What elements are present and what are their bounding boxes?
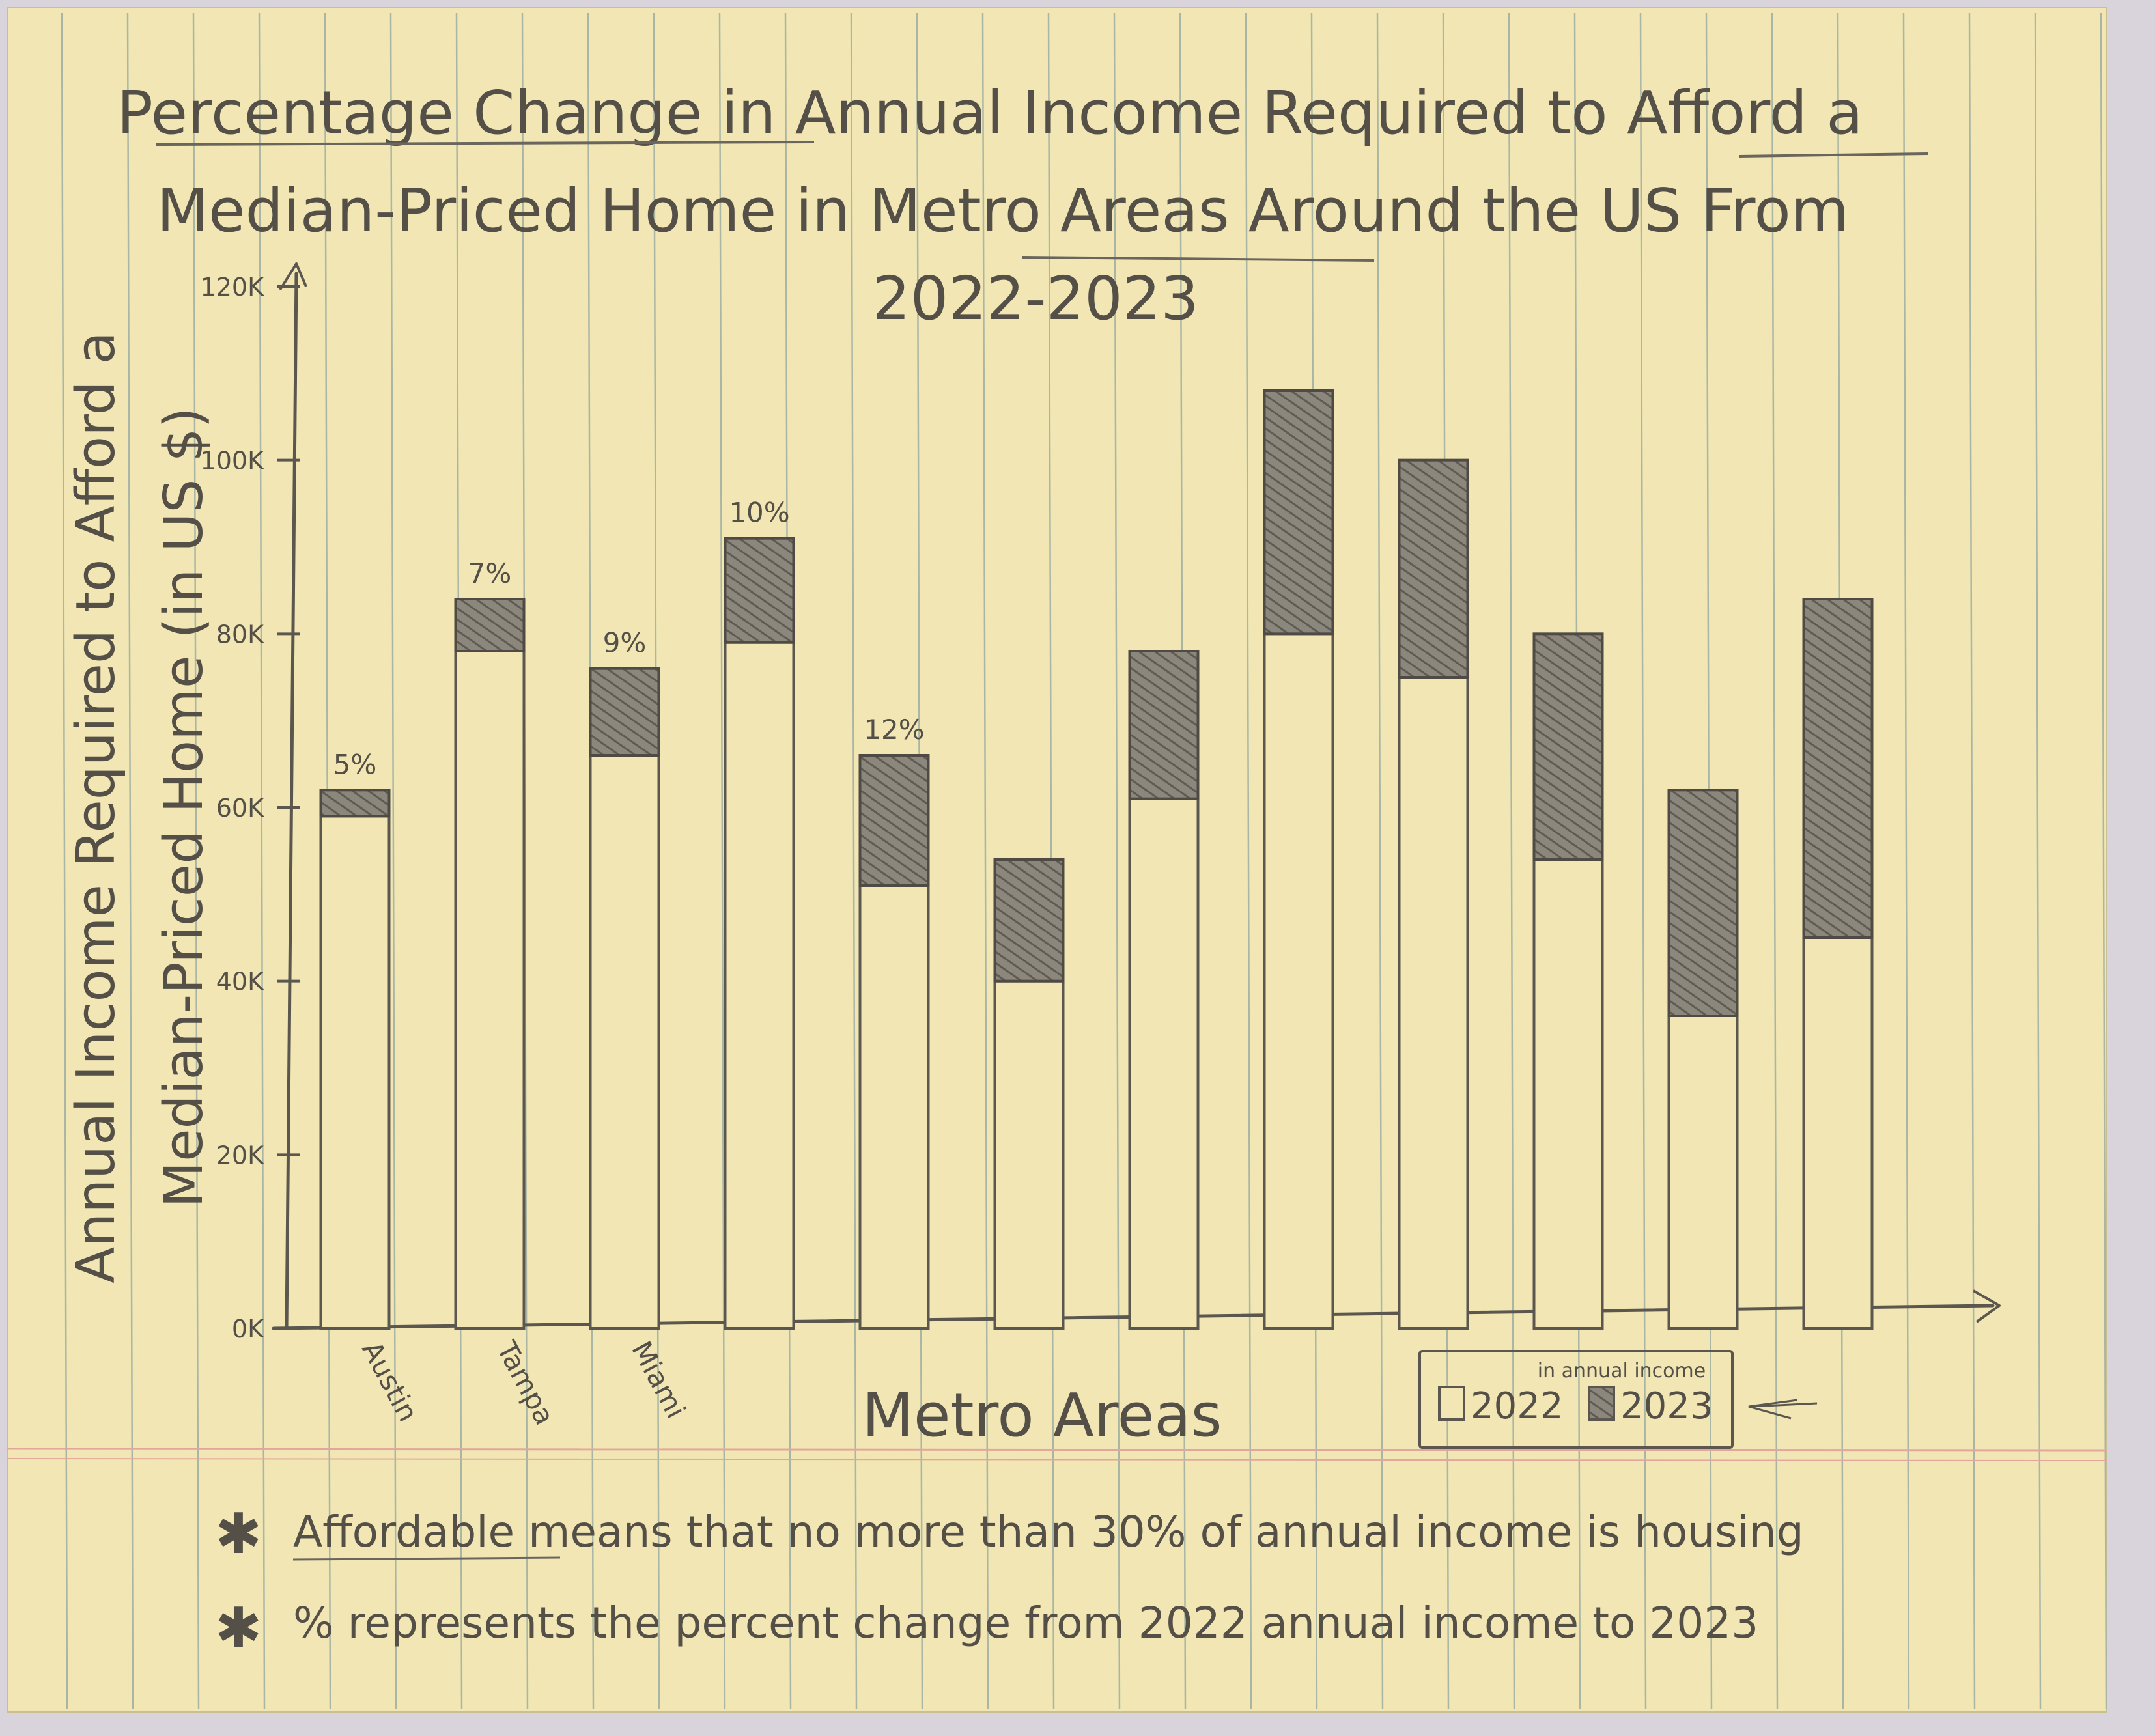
bar-2023-increase bbox=[1128, 650, 1200, 800]
category-labels: Austin Tampa Miami bbox=[356, 1336, 692, 1431]
legend-swatch-2023 bbox=[1588, 1386, 1615, 1421]
x-axis-title: Metro Areas bbox=[862, 1380, 1222, 1450]
vertical-rule-line bbox=[1376, 12, 1384, 1710]
bar-2022 bbox=[993, 979, 1065, 1330]
bar-2023-increase bbox=[1398, 458, 1469, 679]
margin-line bbox=[6, 1448, 2107, 1452]
margin-line bbox=[6, 1458, 2107, 1461]
footnote-star-icon: ✱ bbox=[215, 1596, 262, 1661]
y-tick-label: 60K bbox=[216, 794, 264, 822]
bar-2023-increase bbox=[993, 858, 1065, 983]
y-axis-arrow-icon bbox=[279, 262, 307, 291]
percent-change-label: 9% bbox=[603, 627, 647, 659]
footnote-star-icon: ✱ bbox=[215, 1502, 262, 1567]
bar-2022 bbox=[858, 884, 930, 1330]
percent-change-label: 12% bbox=[864, 714, 924, 746]
legend-label-2022: 2022 bbox=[1471, 1385, 1564, 1427]
x-axis-arrow-icon bbox=[1973, 1289, 2001, 1323]
vertical-rule-line bbox=[1508, 12, 1515, 1710]
bar-2023-increase bbox=[1263, 389, 1334, 636]
y-tick-label: 80K bbox=[216, 620, 264, 649]
title-underline-1 bbox=[156, 141, 815, 146]
legend-note: in annual income bbox=[1538, 1360, 1706, 1382]
footnote-1: Affordable means that no more than 30% o… bbox=[293, 1507, 1804, 1557]
y-tick-label: 120K bbox=[201, 273, 265, 301]
percent-change-label: 10% bbox=[729, 497, 789, 529]
title-underline-2 bbox=[1738, 152, 1928, 158]
bar-2022 bbox=[319, 815, 391, 1330]
bar-2022 bbox=[454, 650, 526, 1330]
vertical-rule-line bbox=[850, 12, 858, 1710]
legend: in annual income 2022 2023 bbox=[1418, 1350, 1818, 1449]
vertical-rule-line bbox=[258, 12, 266, 1710]
category-label: Miami bbox=[625, 1336, 692, 1423]
y-axis-title-line-1: Annual Income Required to Afford a bbox=[65, 331, 127, 1283]
bar-2023-increase bbox=[858, 754, 930, 887]
title-underline-3 bbox=[1022, 256, 1375, 262]
bar-2023-increase bbox=[1532, 632, 1604, 861]
bar-2022 bbox=[1667, 1015, 1739, 1330]
bar-2022 bbox=[1802, 936, 1874, 1330]
percent-change-label: 5% bbox=[333, 748, 377, 780]
bars bbox=[319, 389, 1874, 1330]
y-ticks: 0K 20K 40K 60K 80K 100K 120K bbox=[201, 273, 300, 1343]
bar-2023-increase bbox=[454, 598, 526, 652]
legend-pointer-arrow-shaft bbox=[1751, 1402, 1818, 1408]
legend-box bbox=[1418, 1350, 1734, 1449]
y-axis-line bbox=[285, 272, 298, 1330]
bar-2022 bbox=[1398, 676, 1469, 1330]
title-line-2: Median-Priced Home in Metro Areas Around… bbox=[157, 176, 1850, 245]
bar-2022 bbox=[589, 754, 660, 1330]
vertical-rule-line bbox=[192, 12, 200, 1710]
vertical-rule-line bbox=[981, 12, 989, 1710]
bar-2023-increase bbox=[319, 789, 391, 818]
category-label: Tampa bbox=[490, 1336, 561, 1431]
y-axis-title-line-2: Median-Priced Home (in US $) bbox=[153, 407, 215, 1207]
bar-2022 bbox=[1263, 632, 1334, 1330]
vertical-rule-line bbox=[126, 12, 134, 1710]
vertical-rule-line bbox=[389, 12, 397, 1710]
bar-2022 bbox=[1532, 858, 1604, 1330]
y-tick-label: 40K bbox=[216, 968, 264, 996]
vertical-rule-line bbox=[1902, 12, 1910, 1710]
bar-2023-increase bbox=[724, 537, 795, 644]
percent-change-label: 7% bbox=[468, 557, 512, 589]
vertical-rule-line bbox=[1968, 12, 1976, 1710]
bar-2023-increase bbox=[1667, 789, 1739, 1018]
footnote-2: % represents the percent change from 202… bbox=[293, 1598, 1758, 1648]
vertical-rule-line bbox=[1639, 12, 1647, 1710]
y-tick-label: 0K bbox=[232, 1315, 264, 1343]
legend-swatch-2022 bbox=[1438, 1386, 1465, 1421]
vertical-rule-line bbox=[1245, 12, 1252, 1710]
title-line-3: 2022-2023 bbox=[872, 264, 1198, 333]
category-label: Austin bbox=[356, 1336, 424, 1427]
bar-2022 bbox=[1128, 797, 1200, 1330]
bar-2023-increase bbox=[1802, 598, 1874, 939]
percent-labels: 5% 7% 9% 10% 12% bbox=[333, 497, 925, 781]
vertical-rule-line bbox=[1113, 12, 1121, 1710]
y-tick-label: 100K bbox=[201, 447, 265, 475]
footnote-underline bbox=[292, 1556, 561, 1561]
vertical-rule-line bbox=[2100, 12, 2107, 1710]
legend-pointer-arrow-icon bbox=[1748, 1399, 1798, 1420]
vertical-rule-line bbox=[61, 12, 68, 1710]
bar-2023-increase bbox=[589, 667, 660, 757]
y-tick-label: 20K bbox=[216, 1141, 264, 1169]
vertical-rule-line bbox=[2034, 12, 2042, 1710]
vertical-rule-line bbox=[1771, 12, 1779, 1710]
footnotes: ✱ Affordable means that no more than 30%… bbox=[215, 1502, 1804, 1661]
title-line-1: Percentage Change in Annual Income Requi… bbox=[117, 78, 1863, 148]
bar-2022 bbox=[724, 641, 795, 1330]
chart-title: Percentage Change in Annual Income Requi… bbox=[117, 78, 1928, 333]
legend-label-2023: 2023 bbox=[1620, 1385, 1713, 1427]
vertical-rule-line bbox=[718, 12, 726, 1710]
